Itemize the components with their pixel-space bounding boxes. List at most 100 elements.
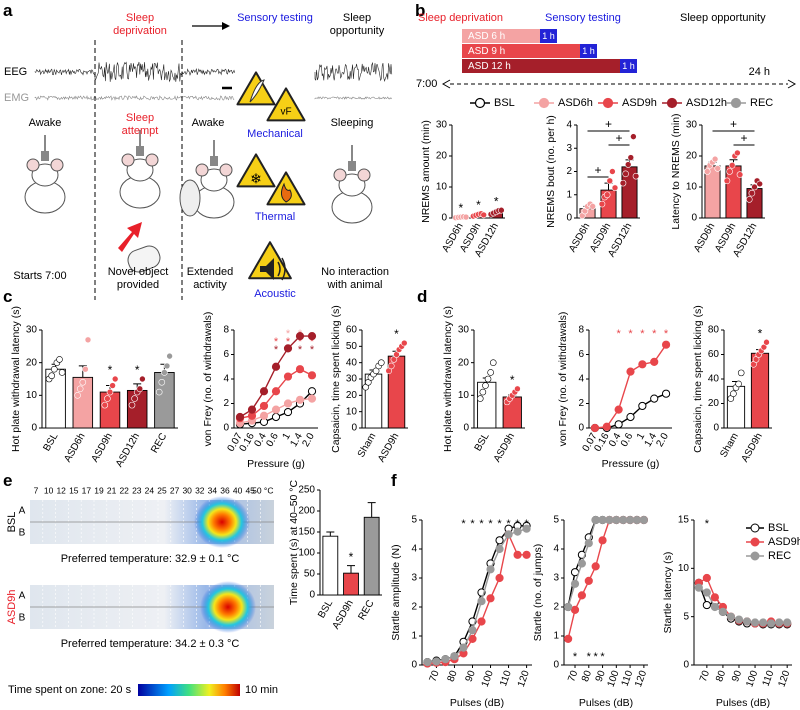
x-tick-label: 120	[516, 669, 532, 689]
y-tick-label: 0	[553, 660, 559, 671]
temperature-label: 10	[44, 485, 54, 495]
x-tick-label: 110	[620, 669, 636, 688]
data-point	[482, 382, 489, 389]
data-point	[155, 388, 163, 396]
x-tick-label: ASD9h	[376, 431, 401, 464]
bar	[363, 516, 380, 596]
y-tick-label: 40	[346, 357, 358, 368]
mouse-head	[126, 158, 154, 182]
data-point	[101, 401, 109, 409]
data-point	[711, 155, 719, 163]
series-marker	[477, 617, 486, 626]
legend-marker	[602, 97, 614, 109]
test-label: Acoustic	[254, 288, 296, 300]
y-axis-label: Capsaicin, time spent licking (s)	[330, 305, 342, 453]
protocol-label: ASD 12 h	[468, 61, 511, 72]
series-marker	[307, 371, 317, 380]
comparison-label: +	[615, 131, 622, 145]
y-tick-label: 0	[31, 423, 37, 434]
series-marker	[513, 550, 522, 559]
data-point	[487, 369, 494, 376]
series-marker	[441, 655, 450, 664]
data-point	[74, 392, 81, 399]
testing-bar	[580, 44, 597, 58]
comparison-label: +	[740, 131, 747, 145]
data-point	[50, 365, 58, 373]
legend-label: ASD9h	[768, 536, 800, 548]
group-label: ASD9h	[6, 590, 18, 625]
x-tick-label: 90	[730, 669, 744, 684]
temperature-label: 12	[56, 485, 66, 495]
state-label: Sleep attempt	[121, 112, 159, 137]
significance: *	[298, 344, 303, 356]
y-tick-label: 30	[436, 120, 448, 131]
significance: *	[594, 651, 599, 663]
data-point	[589, 203, 597, 210]
y-tick-label: 15	[678, 515, 690, 526]
arrow-head	[222, 22, 230, 30]
x-tick-label: 1	[635, 431, 648, 442]
series-marker	[295, 332, 305, 341]
data-point	[619, 179, 627, 187]
emg-label: EMG	[4, 92, 29, 104]
series-marker	[477, 597, 486, 606]
protocol-bar	[462, 44, 580, 58]
significance: *	[310, 344, 315, 356]
x-tick-label: 70	[566, 669, 580, 684]
state-label: Sleeping	[330, 117, 374, 129]
series-marker	[570, 579, 580, 588]
signal-trace	[314, 96, 393, 100]
y-tick-label: 5	[553, 515, 559, 526]
phase-label: Sleep deprivation	[418, 12, 504, 24]
lane-label: B	[19, 613, 26, 624]
series-marker	[283, 372, 293, 381]
temperature-label: 25	[157, 485, 167, 495]
implant	[136, 146, 144, 156]
group-label: BSL	[6, 512, 18, 533]
x-axis-label: Pulses (dB)	[450, 697, 504, 709]
snowflake: ❄	[250, 171, 262, 187]
data-point	[136, 385, 144, 393]
temperature-label: 36	[220, 485, 230, 495]
temperature-label: 32	[195, 485, 205, 495]
implant	[41, 151, 49, 161]
series-marker	[661, 340, 671, 349]
significance: *	[108, 363, 113, 377]
significance: *	[349, 550, 354, 564]
series-marker	[614, 405, 623, 414]
series-marker	[259, 411, 269, 420]
temperature-label: 50 °C	[252, 485, 273, 495]
series-marker	[247, 405, 257, 414]
mouse-ear	[26, 158, 40, 172]
bar	[126, 389, 148, 429]
feather	[249, 79, 265, 103]
mouse-ear	[145, 153, 159, 167]
comparison-label: +	[605, 117, 612, 131]
y-tick-label: 0	[223, 423, 229, 434]
y-tick-label: 10	[678, 563, 690, 574]
significance: *	[286, 328, 291, 340]
hot-spot	[200, 581, 256, 633]
scale-min: Time spent on zone: 20 s	[8, 684, 132, 696]
y-tick-label: 20	[346, 390, 358, 401]
data-point	[745, 196, 753, 203]
series-marker	[758, 618, 768, 627]
implant	[210, 156, 218, 166]
series-marker	[650, 394, 659, 403]
x-tick-label: 2.0	[654, 431, 671, 449]
series-marker	[661, 389, 671, 398]
y-tick-label: 0	[578, 423, 584, 434]
mouse-ear	[333, 168, 347, 182]
y-tick-label: 0	[463, 423, 469, 434]
test-label: Thermal	[254, 211, 296, 223]
x-tick-label: 80	[714, 669, 728, 684]
series-marker	[259, 387, 269, 396]
state-label: Awake	[28, 117, 62, 129]
series-marker	[495, 573, 504, 583]
x-tick-label: 120	[776, 669, 792, 689]
data-point	[763, 338, 770, 346]
phase-label: Sleep deprivation	[113, 12, 167, 37]
data-point	[139, 375, 146, 383]
x-tick-label: BSL	[42, 431, 61, 453]
y-tick-label: 10	[686, 182, 698, 193]
